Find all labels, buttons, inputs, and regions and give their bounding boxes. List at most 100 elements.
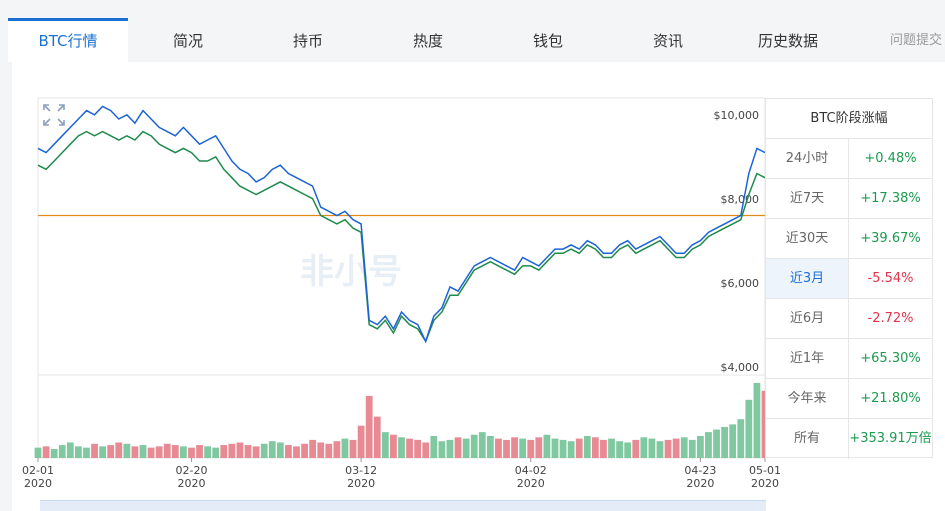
period-change-value: +39.67% — [860, 231, 921, 246]
volume-bar — [721, 426, 729, 458]
volume-bar — [737, 419, 745, 458]
period-change-value: +353.91万倍 — [849, 431, 932, 446]
volume-bar — [486, 436, 494, 458]
volume-bar — [204, 446, 212, 458]
tab-bar: BTC行情 简况 持币 热度 钱包 资讯 历史数据 问题提交 — [0, 0, 945, 62]
period-label: 近3月 — [766, 259, 849, 298]
volume-bar — [696, 436, 704, 458]
volume-bar — [567, 441, 575, 458]
volume-bar — [446, 439, 454, 458]
x-tick-year: 2020 — [751, 477, 779, 490]
volume-bar — [503, 439, 510, 458]
volume-bar — [115, 442, 123, 458]
period-row[interactable]: 24小时 +0.48% — [766, 139, 932, 179]
tab-wallet[interactable]: 钱包 — [532, 32, 563, 50]
volume-bar — [34, 447, 42, 458]
volume-bar — [688, 439, 696, 458]
period-change-table: BTC阶段涨幅 24小时 +0.48% 近7天 +17.38% 近30天 +39.67% 近… — [765, 98, 933, 459]
volume-bar — [543, 434, 551, 458]
period-row[interactable]: 近1年 +65.30% — [766, 339, 932, 379]
x-tick-label: 03-12 — [345, 464, 377, 477]
period-change-title: BTC阶段涨幅 — [766, 99, 932, 139]
volume-bar — [309, 439, 317, 458]
period-row[interactable]: 所有 +353.91万倍 — [766, 419, 932, 459]
volume-bar — [511, 437, 518, 458]
volume-bar — [131, 446, 139, 458]
x-tick-year: 2020 — [24, 477, 52, 490]
period-change-value: -5.54% — [867, 271, 914, 286]
blue-series-line — [37, 105, 766, 344]
volume-bar — [422, 442, 430, 458]
volume-bar — [74, 446, 82, 458]
volume-bar — [591, 437, 599, 458]
period-row[interactable]: 近6月 -2.72% — [766, 299, 932, 339]
volume-bar — [648, 438, 656, 458]
watermark-text: 非小号 — [300, 252, 402, 292]
tab-popularity[interactable]: 热度 — [412, 32, 443, 50]
volume-bar — [42, 446, 50, 458]
tab-holdings[interactable]: 持币 — [292, 32, 323, 50]
volume-bar — [236, 442, 244, 458]
volume-bar — [260, 443, 268, 458]
fullscreen-icon[interactable] — [42, 103, 66, 127]
volume-bar — [438, 441, 446, 458]
volume-bar — [519, 438, 527, 458]
volume-bar — [244, 445, 252, 458]
volume-bar — [83, 447, 90, 458]
period-label: 近7天 — [766, 179, 849, 218]
volume-bar — [729, 424, 737, 458]
volume-bar — [325, 443, 333, 458]
volume-bar — [454, 437, 462, 458]
x-tick-label: 04-02 — [515, 464, 547, 477]
volume-bar — [373, 416, 381, 458]
volume-bar — [365, 395, 373, 458]
y-tick-label: $10,000 — [714, 109, 760, 122]
volume-bar — [575, 438, 583, 458]
volume-bar — [317, 442, 325, 458]
y-tick-label: $4,000 — [721, 361, 760, 374]
volume-bar — [357, 425, 365, 458]
period-label: 所有 — [766, 419, 849, 459]
tab-btc-market[interactable]: BTC行情 — [8, 18, 128, 62]
y-tick-label: $8,000 — [721, 193, 760, 206]
volume-bar — [478, 432, 486, 458]
volume-bar — [640, 437, 648, 458]
volume-bar — [155, 446, 163, 458]
volume-bar — [381, 432, 389, 458]
period-label: 近30天 — [766, 219, 849, 258]
volume-bar — [430, 436, 438, 458]
volume-bar — [713, 429, 720, 458]
volume-bar — [414, 439, 422, 458]
volume-bar — [341, 438, 349, 458]
period-row[interactable]: 近7天 +17.38% — [766, 179, 932, 219]
volume-bar — [99, 446, 107, 458]
tab-feedback[interactable]: 问题提交 — [890, 33, 943, 48]
volume-bar — [171, 445, 179, 458]
volume-bar — [147, 447, 155, 458]
range-navigator[interactable] — [40, 500, 766, 511]
period-row[interactable]: 今年来 +21.80% — [766, 379, 932, 419]
period-row[interactable]: 近3月 -5.54% — [766, 259, 932, 299]
tab-overview[interactable]: 简况 — [172, 32, 203, 50]
y-tick-label: $6,000 — [721, 277, 760, 290]
volume-bar — [91, 443, 98, 458]
x-tick-year: 2020 — [347, 477, 375, 490]
period-row[interactable]: 近30天 +39.67% — [766, 219, 932, 259]
tab-news[interactable]: 资讯 — [652, 32, 683, 50]
volume-bar — [268, 441, 276, 458]
x-tick-year: 2020 — [517, 477, 545, 490]
volume-bar — [624, 442, 632, 458]
x-tick-year: 2020 — [177, 477, 205, 490]
x-tick-label: 02-01 — [22, 464, 54, 477]
volume-bar — [285, 445, 292, 458]
volume-bar — [632, 439, 640, 458]
tab-history[interactable]: 历史数据 — [757, 32, 818, 50]
volume-bar — [58, 445, 66, 458]
volume-bar — [212, 447, 220, 458]
volume-bar — [293, 446, 300, 458]
volume-bar — [470, 434, 478, 458]
volume-bar — [123, 443, 131, 458]
volume-bar — [559, 439, 567, 458]
volume-bar — [276, 442, 284, 458]
